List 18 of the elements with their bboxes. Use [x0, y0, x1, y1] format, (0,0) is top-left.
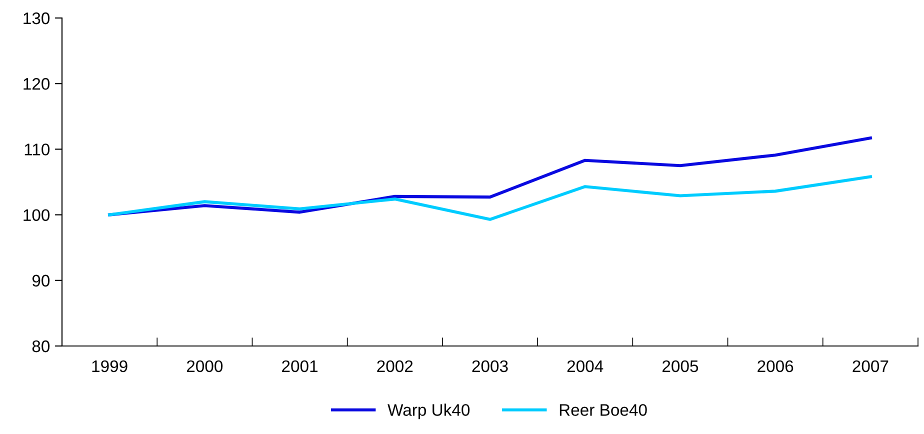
x-tick-label: 2003	[472, 360, 508, 372]
x-tick-label: 2007	[852, 360, 888, 372]
line-series	[108, 175, 872, 221]
x-tick-label: 2005	[662, 360, 698, 372]
x-tick-label: 2004	[567, 360, 604, 372]
legend-label: Reer Boe40	[560, 404, 647, 416]
y-tick-label: 100	[24, 209, 50, 222]
y-tick-label: 120	[24, 78, 50, 90]
x-tick-label: 2001	[282, 360, 318, 372]
y-tick-label: 110	[24, 144, 50, 156]
x-tick-label: 1999	[92, 360, 128, 372]
legend-label: Warp Uk40	[388, 404, 470, 420]
y-tick-label: 80	[32, 340, 50, 352]
x-tick-label: 2002	[377, 360, 413, 372]
x-tick-label: 2000	[186, 360, 223, 372]
y-tick-label: 90	[32, 274, 50, 287]
y-tick-label: 130	[24, 12, 50, 24]
x-tick-label: 2006	[758, 360, 794, 372]
